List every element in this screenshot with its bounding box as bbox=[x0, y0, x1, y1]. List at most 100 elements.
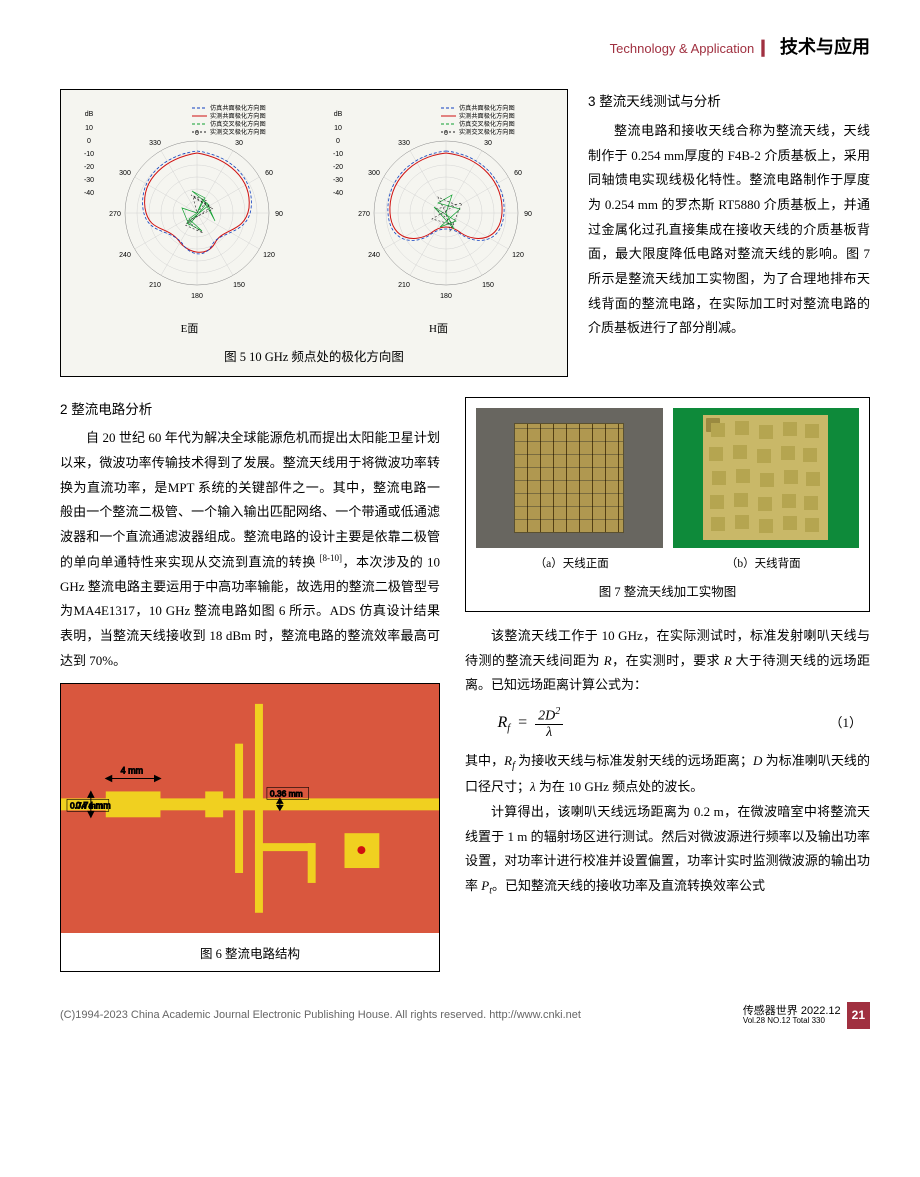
sec3b-t2d: 为在 10 GHz 频点处的波长。 bbox=[536, 779, 704, 794]
figure-7: （a）天线正面 （b）天线背面 图 7 整流天线加工实物图 bbox=[465, 397, 870, 613]
svg-text:10: 10 bbox=[85, 125, 93, 132]
db-label: dB bbox=[85, 111, 94, 118]
svg-text:210: 210 bbox=[149, 282, 161, 289]
svg-text:120: 120 bbox=[263, 252, 275, 259]
section-3-vars: 其中，Rf 为接收天线与标准发射天线的远场距离；D 为标准喇叭天线的口径尺寸；λ… bbox=[465, 749, 870, 800]
section-2-heading: 2 整流电路分析 bbox=[60, 397, 440, 423]
eqn-lhs-sub: f bbox=[507, 723, 510, 734]
svg-text:仿真交叉极化方向图: 仿真交叉极化方向图 bbox=[459, 120, 515, 128]
svg-text:0: 0 bbox=[444, 130, 448, 137]
svg-text:240: 240 bbox=[119, 252, 131, 259]
eqn-den: λ bbox=[543, 725, 555, 740]
content: dB 10 0 -10 -20 -30 -40 仿真共面极化方向图 实测共面极化方向图 bbox=[60, 89, 870, 972]
svg-text:仿真交叉极化方向图: 仿真交叉极化方向图 bbox=[210, 120, 266, 128]
footer-volume: Vol.28 NO.12 Total 330 bbox=[743, 1017, 841, 1026]
footer-mag-name: 传感器世界 bbox=[743, 1005, 798, 1017]
svg-text:120: 120 bbox=[512, 252, 524, 259]
citation-8-10: [8-10] bbox=[320, 553, 343, 563]
svg-text:dB: dB bbox=[334, 111, 343, 118]
svg-text:270: 270 bbox=[358, 211, 370, 218]
eqn-lhs: R bbox=[498, 714, 508, 731]
equation-1: Rf = 2D2 λ （1） bbox=[465, 706, 870, 740]
svg-text:-30: -30 bbox=[84, 177, 94, 184]
svg-text:90: 90 bbox=[275, 211, 283, 218]
page-footer: (C)1994-2023 China Academic Journal Elec… bbox=[60, 972, 870, 1029]
svg-text:实测共面极化方向图: 实测共面极化方向图 bbox=[459, 112, 515, 120]
svg-text:60: 60 bbox=[514, 170, 522, 177]
page-header: Technology & Application ▎ 技术与应用 bbox=[60, 30, 870, 64]
svg-text:0: 0 bbox=[336, 138, 340, 145]
svg-text:210: 210 bbox=[398, 282, 410, 289]
eqn-num: 2D bbox=[538, 709, 555, 724]
footer-right: 传感器世界 2022.12 Vol.28 NO.12 Total 330 21 bbox=[743, 1002, 870, 1029]
svg-text:30: 30 bbox=[235, 140, 243, 147]
svg-text:180: 180 bbox=[440, 293, 452, 300]
figure-5-wrapper: dB 10 0 -10 -20 -30 -40 仿真共面极化方向图 实测共面极化方向图 bbox=[60, 89, 568, 376]
polar-h-label: H面 bbox=[316, 319, 561, 340]
var-R-2: R bbox=[724, 653, 732, 668]
eqn-sup: 2 bbox=[555, 706, 560, 717]
svg-text:仿真共面极化方向图: 仿真共面极化方向图 bbox=[459, 104, 515, 112]
section-3-body: 整流电路和接收天线合称为整流天线，天线制作于 0.254 mm厚度的 F4B-2… bbox=[588, 119, 870, 341]
svg-text:0.36 mm: 0.36 mm bbox=[270, 789, 303, 799]
svg-text:30: 30 bbox=[484, 140, 492, 147]
figure-7-label-a: （a）天线正面 bbox=[476, 554, 668, 576]
svg-text:实测共面极化方向图: 实测共面极化方向图 bbox=[210, 112, 266, 120]
figure-5-caption: 图 5 10 GHz 频点处的极化方向图 bbox=[67, 346, 561, 370]
figure-7-photo-b bbox=[673, 408, 860, 548]
section-2-body: 自 20 世纪 60 年代为解决全球能源危机而提出太阳能卫星计划以来，微波功率传… bbox=[60, 426, 440, 673]
svg-text:-30: -30 bbox=[333, 177, 343, 184]
page-number: 21 bbox=[847, 1002, 870, 1029]
header-english: Technology & Application bbox=[610, 41, 755, 56]
header-separator: ▎ bbox=[758, 42, 777, 57]
svg-text:4 mm: 4 mm bbox=[121, 766, 143, 776]
sec3b-t3b: 。已知整流天线的接收功率及直流转换效率公式 bbox=[492, 878, 765, 893]
svg-text:-40: -40 bbox=[333, 190, 343, 197]
svg-text:实测交叉极化方向图: 实测交叉极化方向图 bbox=[210, 128, 266, 136]
figure-7-photo-a bbox=[476, 408, 663, 548]
svg-text:仿真共面极化方向图: 仿真共面极化方向图 bbox=[210, 104, 266, 112]
polar-e-label: E面 bbox=[67, 319, 312, 340]
svg-text:10: 10 bbox=[334, 125, 342, 132]
sec3b-t1b: ，在实测时，要求 bbox=[612, 653, 724, 668]
page: Technology & Application ▎ 技术与应用 dB 10 0 bbox=[0, 0, 920, 1100]
svg-text:150: 150 bbox=[482, 282, 494, 289]
figure-5: dB 10 0 -10 -20 -30 -40 仿真共面极化方向图 实测共面极化方向图 bbox=[60, 89, 568, 376]
svg-text:180: 180 bbox=[191, 293, 203, 300]
section-3-continued: 该整流天线工作于 10 GHz，在实际测试时，标准发射喇叭天线与待测的整流天线间… bbox=[465, 624, 870, 698]
polar-chart-h: dB 100 -10-20 -30-40 仿真共面极化方向图 实测共面极化方向图… bbox=[316, 98, 561, 340]
sec3b-t2b: 为接收天线与标准发射天线的远场距离； bbox=[515, 753, 753, 768]
svg-text:-20: -20 bbox=[333, 164, 343, 171]
equation-number-1: （1） bbox=[829, 711, 870, 736]
var-R: R bbox=[604, 653, 612, 668]
figure-7-label-b: （b）天线背面 bbox=[668, 554, 860, 576]
svg-text:330: 330 bbox=[398, 140, 410, 147]
row-lower: 2 整流电路分析 自 20 世纪 60 年代为解决全球能源危机而提出太阳能卫星计… bbox=[60, 397, 870, 972]
footer-issue: 2022.12 bbox=[801, 1005, 841, 1017]
svg-text:150: 150 bbox=[233, 282, 245, 289]
svg-text:0.74 mm: 0.74 mm bbox=[70, 801, 103, 811]
figure-6-svg: 0.74 mm 0.74 mm 4 mm 0.36 mm bbox=[61, 684, 439, 933]
svg-text:90: 90 bbox=[524, 211, 532, 218]
var-Rf: R bbox=[504, 753, 512, 768]
footer-magazine: 传感器世界 2022.12 Vol.28 NO.12 Total 330 bbox=[743, 1005, 841, 1026]
sec3b-t2a: 其中， bbox=[465, 753, 504, 768]
svg-text:0: 0 bbox=[87, 138, 91, 145]
svg-text:-10: -10 bbox=[84, 151, 94, 158]
header-chinese: 技术与应用 bbox=[780, 37, 870, 57]
svg-text:300: 300 bbox=[119, 170, 131, 177]
svg-text:-20: -20 bbox=[84, 164, 94, 171]
section-3-para3: 计算得出，该喇叭天线远场距离为 0.2 m，在微波暗室中将整流天线置于 1 m … bbox=[465, 800, 870, 901]
footer-copyright: (C)1994-2023 China Academic Journal Elec… bbox=[60, 1005, 581, 1026]
svg-text:330: 330 bbox=[149, 140, 161, 147]
figure-6-caption: 图 6 整流电路结构 bbox=[61, 939, 439, 971]
var-D: D bbox=[753, 753, 762, 768]
left-column: 2 整流电路分析 自 20 世纪 60 年代为解决全球能源危机而提出太阳能卫星计… bbox=[60, 397, 440, 972]
svg-text:0: 0 bbox=[195, 130, 199, 137]
polar-chart-e: dB 10 0 -10 -20 -30 -40 仿真共面极化方向图 实测共面极化方向图 bbox=[67, 98, 312, 340]
svg-text:-40: -40 bbox=[84, 190, 94, 197]
section-2-text-a: 自 20 世纪 60 年代为解决全球能源危机而提出太阳能卫星计划以来，微波功率传… bbox=[60, 430, 440, 569]
row-upper: dB 10 0 -10 -20 -30 -40 仿真共面极化方向图 实测共面极化方向图 bbox=[60, 89, 870, 376]
svg-text:300: 300 bbox=[368, 170, 380, 177]
svg-text:实测交叉极化方向图: 实测交叉极化方向图 bbox=[459, 128, 515, 136]
